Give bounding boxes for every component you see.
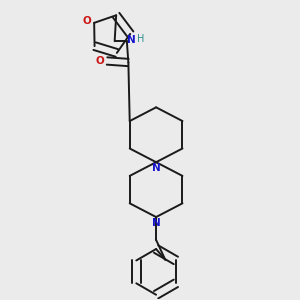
Text: O: O [96, 56, 105, 66]
Text: H: H [137, 34, 145, 44]
Text: N: N [152, 218, 161, 227]
Text: O: O [82, 16, 91, 26]
Text: N: N [152, 163, 161, 173]
Text: N: N [127, 35, 136, 45]
